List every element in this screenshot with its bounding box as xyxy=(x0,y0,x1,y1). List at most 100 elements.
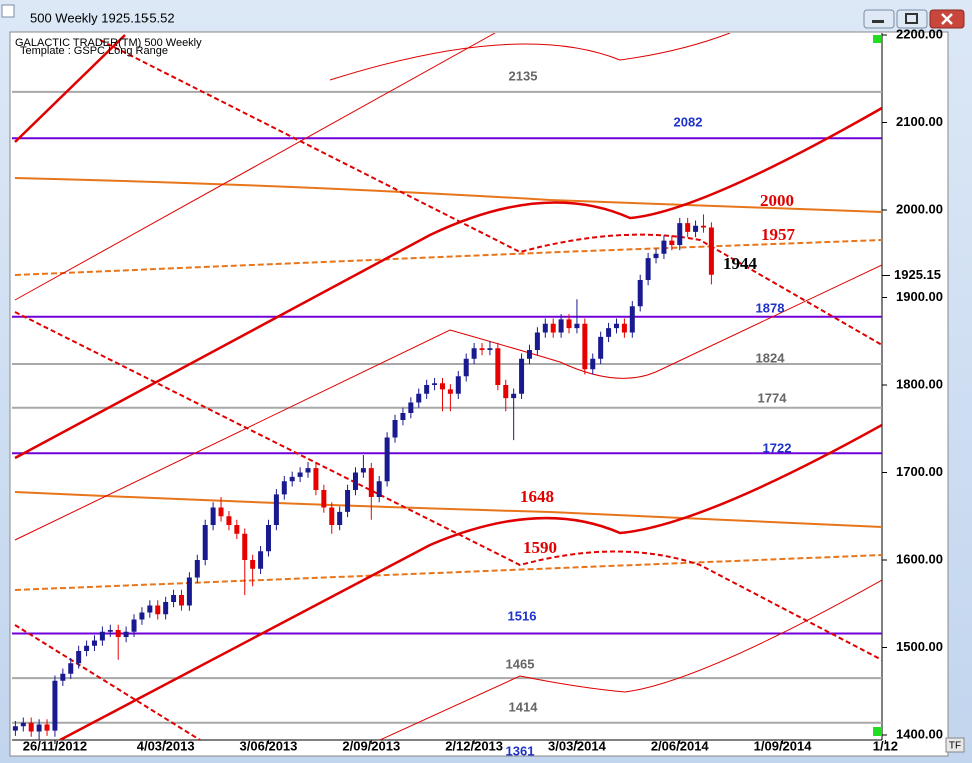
candle-body xyxy=(487,348,493,350)
tf-box[interactable] xyxy=(945,737,965,753)
candle-body xyxy=(313,468,319,490)
last-price-label: 1925.15 xyxy=(894,267,941,282)
candle-body xyxy=(131,619,137,632)
levels xyxy=(12,90,882,724)
candle-body xyxy=(408,402,414,413)
candle-body xyxy=(574,323,580,329)
candle-body xyxy=(171,595,177,602)
candle-body xyxy=(582,323,588,370)
candle-body xyxy=(669,240,675,245)
level-label: 1957 xyxy=(761,225,796,244)
candle-body xyxy=(503,385,509,399)
corner-marker xyxy=(873,35,881,43)
y-tick-label: 1700.00 xyxy=(896,464,943,479)
red-dashed-curve xyxy=(14,624,201,740)
candle-body xyxy=(550,323,556,333)
candle-body xyxy=(321,490,327,508)
candle-body xyxy=(708,227,714,275)
red-thin-curve xyxy=(14,264,882,541)
y-tick-label: 1400.00 xyxy=(896,726,943,741)
level-label: 1824 xyxy=(756,350,786,365)
candle-body xyxy=(495,348,501,385)
level-label: 1878 xyxy=(756,300,785,315)
level-label: 1648 xyxy=(520,487,554,506)
candle-body xyxy=(519,358,525,394)
candle-body xyxy=(661,240,667,254)
candle-body xyxy=(234,525,240,534)
candle-body xyxy=(115,630,121,637)
candle-body xyxy=(629,306,635,333)
candle-body xyxy=(447,389,453,394)
y-tick-label: 2200.00 xyxy=(896,26,943,41)
candle-body xyxy=(36,724,42,732)
orange-dashed-curve xyxy=(14,239,882,276)
level-label: 1722 xyxy=(763,440,792,455)
candle-body xyxy=(147,605,153,613)
chart-template: Template : GSPC Long Range xyxy=(20,45,168,57)
candle-body xyxy=(250,560,256,569)
y-tick-label: 2100.00 xyxy=(896,114,943,129)
candle-body xyxy=(178,595,184,606)
candle-body xyxy=(202,525,208,560)
x-tick-label: 26/11/2012 xyxy=(23,738,87,753)
y-tick-label: 1900.00 xyxy=(896,289,943,304)
x-tick-label: 3/03/2014 xyxy=(548,738,607,753)
chart-area xyxy=(9,31,949,757)
candle-body xyxy=(416,393,422,403)
x-tick-label: 2/09/2013 xyxy=(342,738,400,753)
candle-body xyxy=(534,332,540,350)
candle-body xyxy=(479,348,485,350)
candle-body xyxy=(155,605,161,615)
candle-body xyxy=(68,663,74,674)
candle-body xyxy=(84,645,90,651)
close-icon xyxy=(941,13,953,25)
y-tick-label: 2000.00 xyxy=(896,201,943,216)
level-label: 1774 xyxy=(758,390,788,405)
candle-body xyxy=(463,358,469,377)
level-label: 2135 xyxy=(509,68,538,83)
candle-body xyxy=(60,673,66,681)
y-tick-label: 1500.00 xyxy=(896,639,943,654)
candle-body xyxy=(637,280,643,307)
orange-curve xyxy=(14,491,882,528)
candle-body xyxy=(566,319,572,329)
candle-body xyxy=(265,525,271,552)
candle-body xyxy=(297,472,303,477)
candle-body xyxy=(455,376,461,394)
candle-body xyxy=(511,393,517,399)
candle-body xyxy=(329,507,335,525)
level-label: 2082 xyxy=(674,114,703,129)
candle-body xyxy=(258,551,264,569)
candle-body xyxy=(598,336,604,359)
y-tick-label: 1800.00 xyxy=(896,376,943,391)
restore-icon xyxy=(905,13,918,24)
indicator-curves xyxy=(14,33,882,740)
level-label: 1516 xyxy=(508,608,537,623)
red-thin-curve xyxy=(379,579,882,740)
candle-body xyxy=(590,358,596,370)
x-tick-label: 3/06/2013 xyxy=(240,738,298,753)
candle-body xyxy=(218,507,224,517)
candle-body xyxy=(186,577,192,606)
minimize-button[interactable] xyxy=(863,9,895,29)
candle-body xyxy=(384,437,390,482)
orange-dashed-curve xyxy=(14,554,882,591)
level-label: 1414 xyxy=(509,699,539,714)
candle-body xyxy=(44,724,50,731)
x-tick-label: 4/03/2013 xyxy=(137,738,195,753)
candle-body xyxy=(677,223,683,245)
candles xyxy=(12,214,714,740)
candle-body xyxy=(645,258,651,280)
orange-curve xyxy=(14,177,882,213)
candle-body xyxy=(360,468,366,473)
candle-body xyxy=(28,722,34,732)
candle-body xyxy=(139,612,145,620)
candle-body xyxy=(210,507,216,525)
candle-body xyxy=(163,602,169,615)
axes: 2200.00 2100.00 2000.00 1900.00 1800.00 1700.… xyxy=(882,26,943,741)
candle-body xyxy=(194,560,200,578)
restore-button[interactable] xyxy=(896,9,928,29)
red-channel xyxy=(14,106,882,460)
